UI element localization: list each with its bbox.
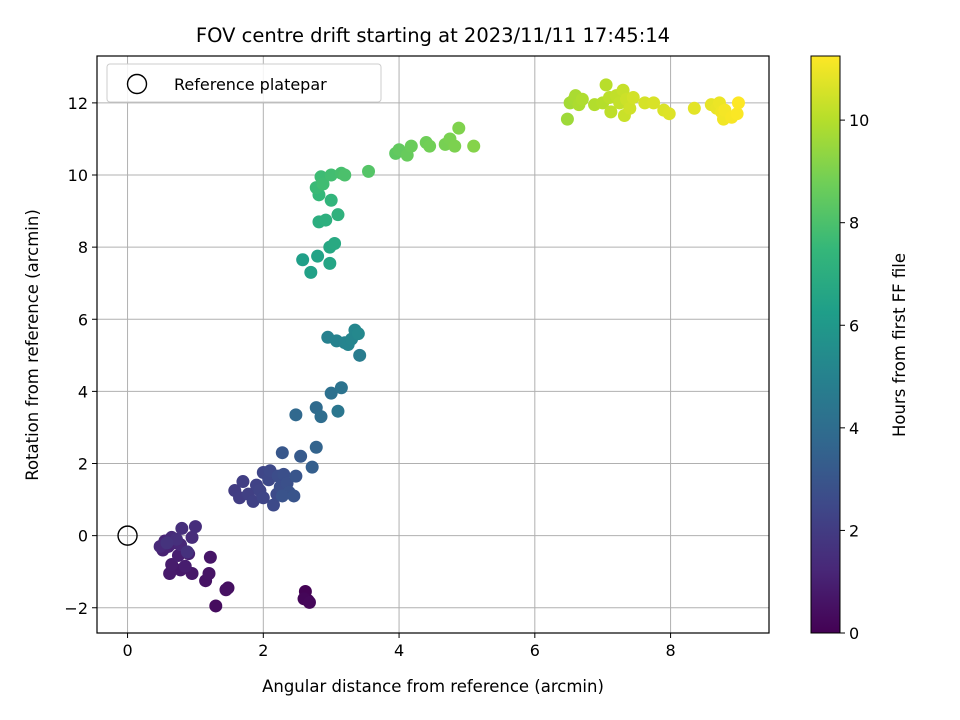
scatter-point (324, 193, 338, 207)
scatter-point (203, 550, 217, 564)
scatter-point (604, 105, 618, 119)
x-tick-label: 8 (665, 641, 675, 660)
colorbar-tick-label: 0 (849, 624, 859, 643)
y-tick-label: 10 (68, 166, 88, 185)
scatter-point (185, 530, 199, 544)
scatter-point (626, 90, 640, 104)
scatter-point (404, 139, 418, 153)
scatter-point (304, 265, 318, 279)
y-tick-label: 0 (78, 527, 88, 546)
y-tick-label: 12 (68, 94, 88, 113)
scatter-point (275, 446, 289, 460)
scatter-point (311, 249, 325, 263)
x-tick-label: 6 (530, 641, 540, 660)
x-tick-label: 2 (258, 641, 268, 660)
scatter-point (351, 327, 365, 341)
scatter-point (324, 168, 338, 182)
colorbar-label: Hours from first FF file (890, 253, 909, 437)
scatter-point (256, 491, 270, 505)
plot-points (153, 78, 745, 613)
scatter-point (452, 121, 466, 135)
scatter-point (334, 381, 348, 395)
colorbar-tick-label: 10 (849, 111, 869, 130)
scatter-point (331, 404, 345, 418)
plot-frame (96, 55, 770, 634)
legend-box (106, 63, 382, 103)
scatter-point (687, 101, 701, 115)
scatter-point (188, 520, 202, 534)
scatter-point (165, 557, 179, 571)
x-tick-label: 0 (122, 641, 132, 660)
scatter-point (289, 469, 303, 483)
x-axis-ticks: 0 2 4 6 8 (122, 633, 676, 660)
colorbar-tick-label: 2 (849, 521, 859, 540)
legend-marker (126, 73, 148, 95)
colorbar (810, 55, 841, 634)
colorbar-tick-label: 4 (849, 419, 859, 438)
y-tick-label: 2 (78, 455, 88, 474)
scatter-point (338, 168, 352, 182)
scatter-point (448, 139, 462, 153)
scatter-point (575, 92, 589, 106)
scatter-point (305, 460, 319, 474)
scatter-point (178, 559, 192, 573)
scatter-point (294, 449, 308, 463)
scatter-point (266, 498, 280, 512)
scatter-point (289, 408, 303, 422)
scatter-point (219, 583, 233, 597)
scatter-point (175, 521, 189, 535)
colorbar-tick-label: 8 (849, 214, 859, 233)
scatter-point (647, 96, 661, 110)
scatter-point (209, 599, 223, 613)
scatter-point (287, 489, 301, 503)
scatter-point (275, 489, 289, 503)
scatter-point (324, 386, 338, 400)
scatter-point (160, 536, 174, 550)
y-tick-label: 6 (78, 310, 88, 329)
scatter-point (599, 78, 613, 92)
scatter-point (316, 177, 330, 191)
colorbar-ticks: 0 2 4 6 8 10 (840, 111, 869, 643)
scatter-point (423, 139, 437, 153)
legend: Reference platepar (106, 63, 382, 103)
y-axis-ticks: −2 0 2 4 6 8 10 12 (64, 94, 97, 618)
scatter-point (662, 107, 676, 121)
scatter-point (180, 545, 194, 559)
scatter-point (314, 410, 328, 424)
y-tick-label: 4 (78, 382, 88, 401)
colorbar-tick-label: 6 (849, 316, 859, 335)
y-tick-label: 8 (78, 238, 88, 257)
scatter-point (236, 475, 250, 489)
scatter-point (353, 348, 367, 362)
scatter-point (560, 112, 574, 126)
scatter-point (467, 139, 481, 153)
scatter-point (309, 440, 323, 454)
x-axis-label: Angular distance from reference (arcmin) (262, 677, 604, 696)
scatter-point (323, 256, 337, 270)
y-axis-label: Rotation from reference (arcmin) (23, 209, 42, 481)
scatter-point (623, 101, 637, 115)
scatter-point (362, 164, 376, 178)
y-tick-label: −2 (64, 599, 88, 618)
reference-marker (117, 525, 138, 546)
x-tick-label: 4 (394, 641, 404, 660)
scatter-point (296, 253, 310, 267)
chart-title: FOV centre drift starting at 2023/11/11 … (196, 24, 670, 47)
scatter-point (319, 213, 333, 227)
scatter-point (202, 566, 216, 580)
scatter-point (246, 494, 260, 508)
scatter-point (302, 595, 316, 609)
legend-label: Reference platepar (174, 75, 327, 94)
reference-marker-group (117, 525, 138, 546)
scatter-point (730, 107, 744, 121)
scatter-point (328, 237, 342, 251)
scatter-point (331, 208, 345, 222)
scatter-point (731, 96, 745, 110)
